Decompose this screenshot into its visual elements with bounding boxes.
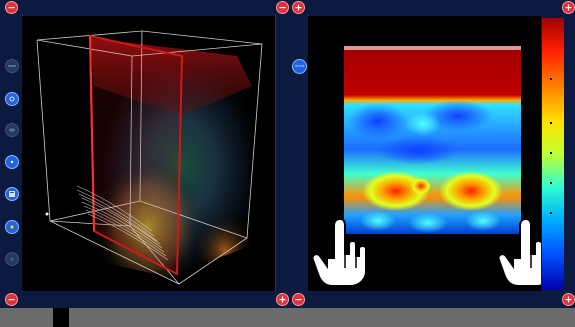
colorbar [542,18,564,290]
zoom-out-left-bottom-button[interactable] [5,293,18,306]
dot-icon[interactable] [5,155,19,169]
zoom-in-mid-bottom-button[interactable] [276,293,289,306]
zoom-out-left-top-button[interactable] [5,1,18,14]
slice-toggle-button[interactable]: XY/YZ [292,59,307,74]
left-toolbar [0,14,23,292]
disabled-icon[interactable] [5,252,19,266]
eye-icon[interactable] [5,123,19,137]
hand-cursor-right-icon [497,217,541,287]
zoom-out-mid-bottom-button[interactable] [292,293,305,306]
middle-divider [275,14,309,292]
volume-render [36,30,263,285]
colorbar-tick [550,212,552,214]
volume-3d-view[interactable] [22,16,275,291]
zoom-in-right-top-button[interactable] [562,1,575,14]
colorbar-tick [550,122,552,124]
colorbar-tick [550,182,552,184]
slice-2d-view[interactable] [308,16,541,291]
slice-toggle-label: XY/YZ [295,64,304,68]
streamlines [76,185,169,261]
zoom-in-right-bottom-button[interactable] [562,293,575,306]
layers-icon[interactable] [5,59,19,73]
status-bar [0,308,575,327]
record-icon[interactable] [5,92,19,106]
zoom-out-mid-top-button[interactable] [276,1,289,14]
light-icon[interactable] [5,220,19,234]
hand-cursor-left-icon [311,217,367,287]
status-bar-handle[interactable] [53,308,69,327]
colorbar-tick [550,78,552,80]
zoom-in-mid-top-button[interactable] [292,1,305,14]
colorbar-tick [550,152,552,154]
slice-heatmap [344,46,521,234]
grid-icon[interactable] [5,187,19,201]
